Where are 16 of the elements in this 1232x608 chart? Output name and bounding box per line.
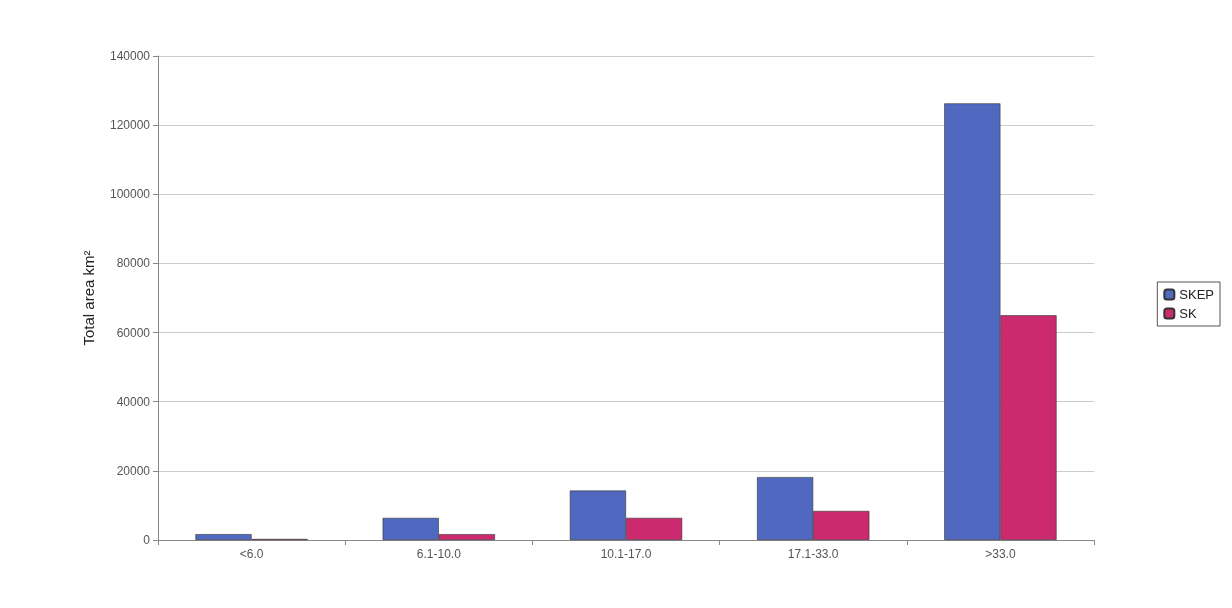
y-tick-label: 100000	[109, 187, 151, 202]
x-tick-label: 17.1-33.0	[787, 547, 839, 561]
y-tick-label: 0	[143, 533, 151, 547]
y-tick-label: 40000	[116, 394, 151, 409]
x-tick-label: >33.0	[985, 547, 1016, 561]
y-axis-title: Total area km²	[80, 250, 97, 346]
x-tick-label: 6.1-10.0	[416, 547, 462, 561]
legend-label: SKEP	[1179, 287, 1214, 302]
y-tick-label: 60000	[116, 325, 151, 340]
x-tick-label: <6.0	[239, 547, 264, 561]
y-tick-label: 20000	[116, 463, 151, 478]
x-tick-label: 10.1-17.0	[600, 547, 652, 561]
y-tick-label: 80000	[116, 256, 151, 271]
legend-label: SK	[1179, 306, 1197, 321]
y-tick-label: 120000	[109, 118, 151, 133]
y-tick-label: 140000	[109, 49, 151, 63]
